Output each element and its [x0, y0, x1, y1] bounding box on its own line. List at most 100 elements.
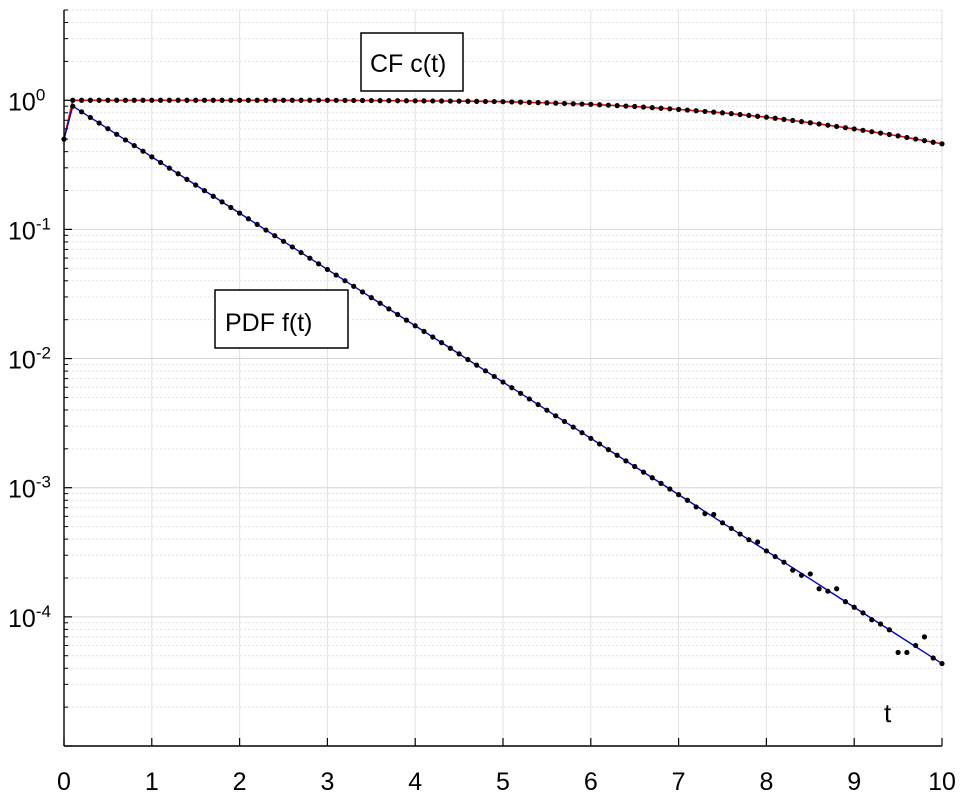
cf-marker — [403, 98, 410, 104]
cf-marker — [351, 97, 357, 104]
x-tick-label: 4 — [408, 768, 422, 796]
cf-marker — [579, 101, 585, 107]
cf-marker — [482, 98, 489, 105]
pdf-marker — [210, 193, 216, 199]
axes — [63, 9, 943, 747]
pdf-marker — [307, 255, 313, 261]
pdf-marker — [403, 317, 410, 323]
cf-marker — [605, 102, 611, 108]
x-tick-label: 5 — [496, 768, 510, 796]
cf-marker — [676, 106, 682, 112]
pdf-marker — [816, 586, 822, 592]
pdf-marker — [263, 227, 269, 233]
cf-marker — [474, 98, 480, 104]
cf-marker — [798, 119, 805, 125]
cf-marker — [210, 97, 216, 103]
cf-marker — [526, 99, 532, 105]
cf-marker — [157, 97, 164, 103]
cf-marker — [87, 97, 93, 103]
cf-marker — [535, 100, 541, 106]
pdf-marker — [245, 216, 251, 222]
cf-marker — [886, 131, 892, 138]
y-tick-labels: 100 10-1 10-2 10-3 10-4 — [8, 85, 51, 633]
cf-marker — [913, 136, 919, 142]
cf-marker — [517, 99, 524, 105]
cf-marker — [254, 97, 260, 103]
pdf-marker — [122, 137, 129, 143]
pdf-marker — [342, 278, 348, 284]
pdf-marker — [658, 480, 664, 486]
pdf-marker — [772, 553, 778, 560]
cf-marker — [544, 100, 550, 106]
x-tick-label: 0 — [57, 768, 71, 796]
cf-marker — [825, 122, 831, 128]
pdf-annotation-box — [214, 289, 349, 349]
pdf-marker — [175, 171, 181, 177]
pdf-marker — [193, 182, 199, 188]
pdf-marker — [667, 486, 673, 492]
cf-marker — [280, 97, 287, 103]
cf-marker — [500, 99, 506, 105]
cf-marker — [386, 98, 392, 104]
cf-marker — [561, 100, 568, 107]
cf-marker — [491, 98, 497, 105]
cf-marker — [421, 98, 427, 104]
cf-marker — [438, 98, 445, 104]
cf-marker — [772, 115, 778, 121]
cf-marker — [219, 97, 225, 103]
pdf-marker — [579, 430, 585, 436]
pdf-marker — [895, 649, 901, 656]
cf-marker — [70, 97, 76, 103]
x-tick-label: 7 — [672, 768, 686, 796]
cf-marker — [412, 98, 418, 104]
pdf-marker — [921, 634, 928, 640]
pdf-marker — [87, 114, 93, 121]
cf-marker — [324, 97, 330, 103]
pdf-marker — [351, 283, 357, 289]
cf-marker — [447, 98, 453, 104]
pdf-marker — [904, 649, 910, 656]
cf-marker — [746, 112, 752, 119]
pdf-marker — [386, 306, 392, 312]
cf-marker — [842, 125, 849, 131]
pdf-marker — [544, 407, 550, 413]
cf-marker — [658, 105, 664, 111]
cf-marker — [702, 108, 708, 115]
cf-marker — [737, 111, 743, 118]
cf-marker — [623, 103, 629, 109]
x-tick-label: 9 — [847, 768, 861, 796]
pdf-marker — [280, 238, 287, 244]
pdf-marker — [877, 621, 884, 627]
y-tick-label: 10-2 — [8, 344, 51, 375]
pdf-marker — [254, 221, 260, 228]
pdf-marker — [482, 368, 489, 374]
pdf-marker — [421, 328, 427, 334]
cf-marker — [667, 106, 673, 112]
cf-marker — [359, 97, 366, 104]
pdf-marker — [676, 492, 682, 498]
cf-marker — [834, 123, 840, 130]
pdf-marker — [842, 599, 849, 605]
pdf-marker — [596, 441, 603, 447]
pdf-marker — [649, 475, 655, 481]
pdf-marker — [78, 109, 85, 115]
pdf-marker — [790, 567, 796, 573]
cf-marker — [395, 98, 401, 104]
pdf-marker — [719, 520, 726, 526]
pdf-marker — [438, 340, 445, 346]
cf-marker — [895, 133, 901, 139]
pdf-marker — [491, 373, 497, 380]
y-tick-label: 10-1 — [8, 214, 51, 245]
cf-marker — [175, 97, 181, 103]
pdf-marker — [166, 165, 172, 171]
pdf-marker — [474, 362, 480, 368]
cf-marker — [237, 97, 243, 103]
pdf-marker — [509, 385, 515, 391]
pdf-marker — [860, 610, 866, 616]
pdf-marker — [763, 548, 770, 554]
cf-marker — [570, 101, 576, 107]
pdf-marker — [746, 537, 752, 543]
cf-marker — [649, 105, 655, 111]
x-tick-label: 1 — [145, 768, 159, 796]
pdf-marker — [324, 266, 330, 273]
